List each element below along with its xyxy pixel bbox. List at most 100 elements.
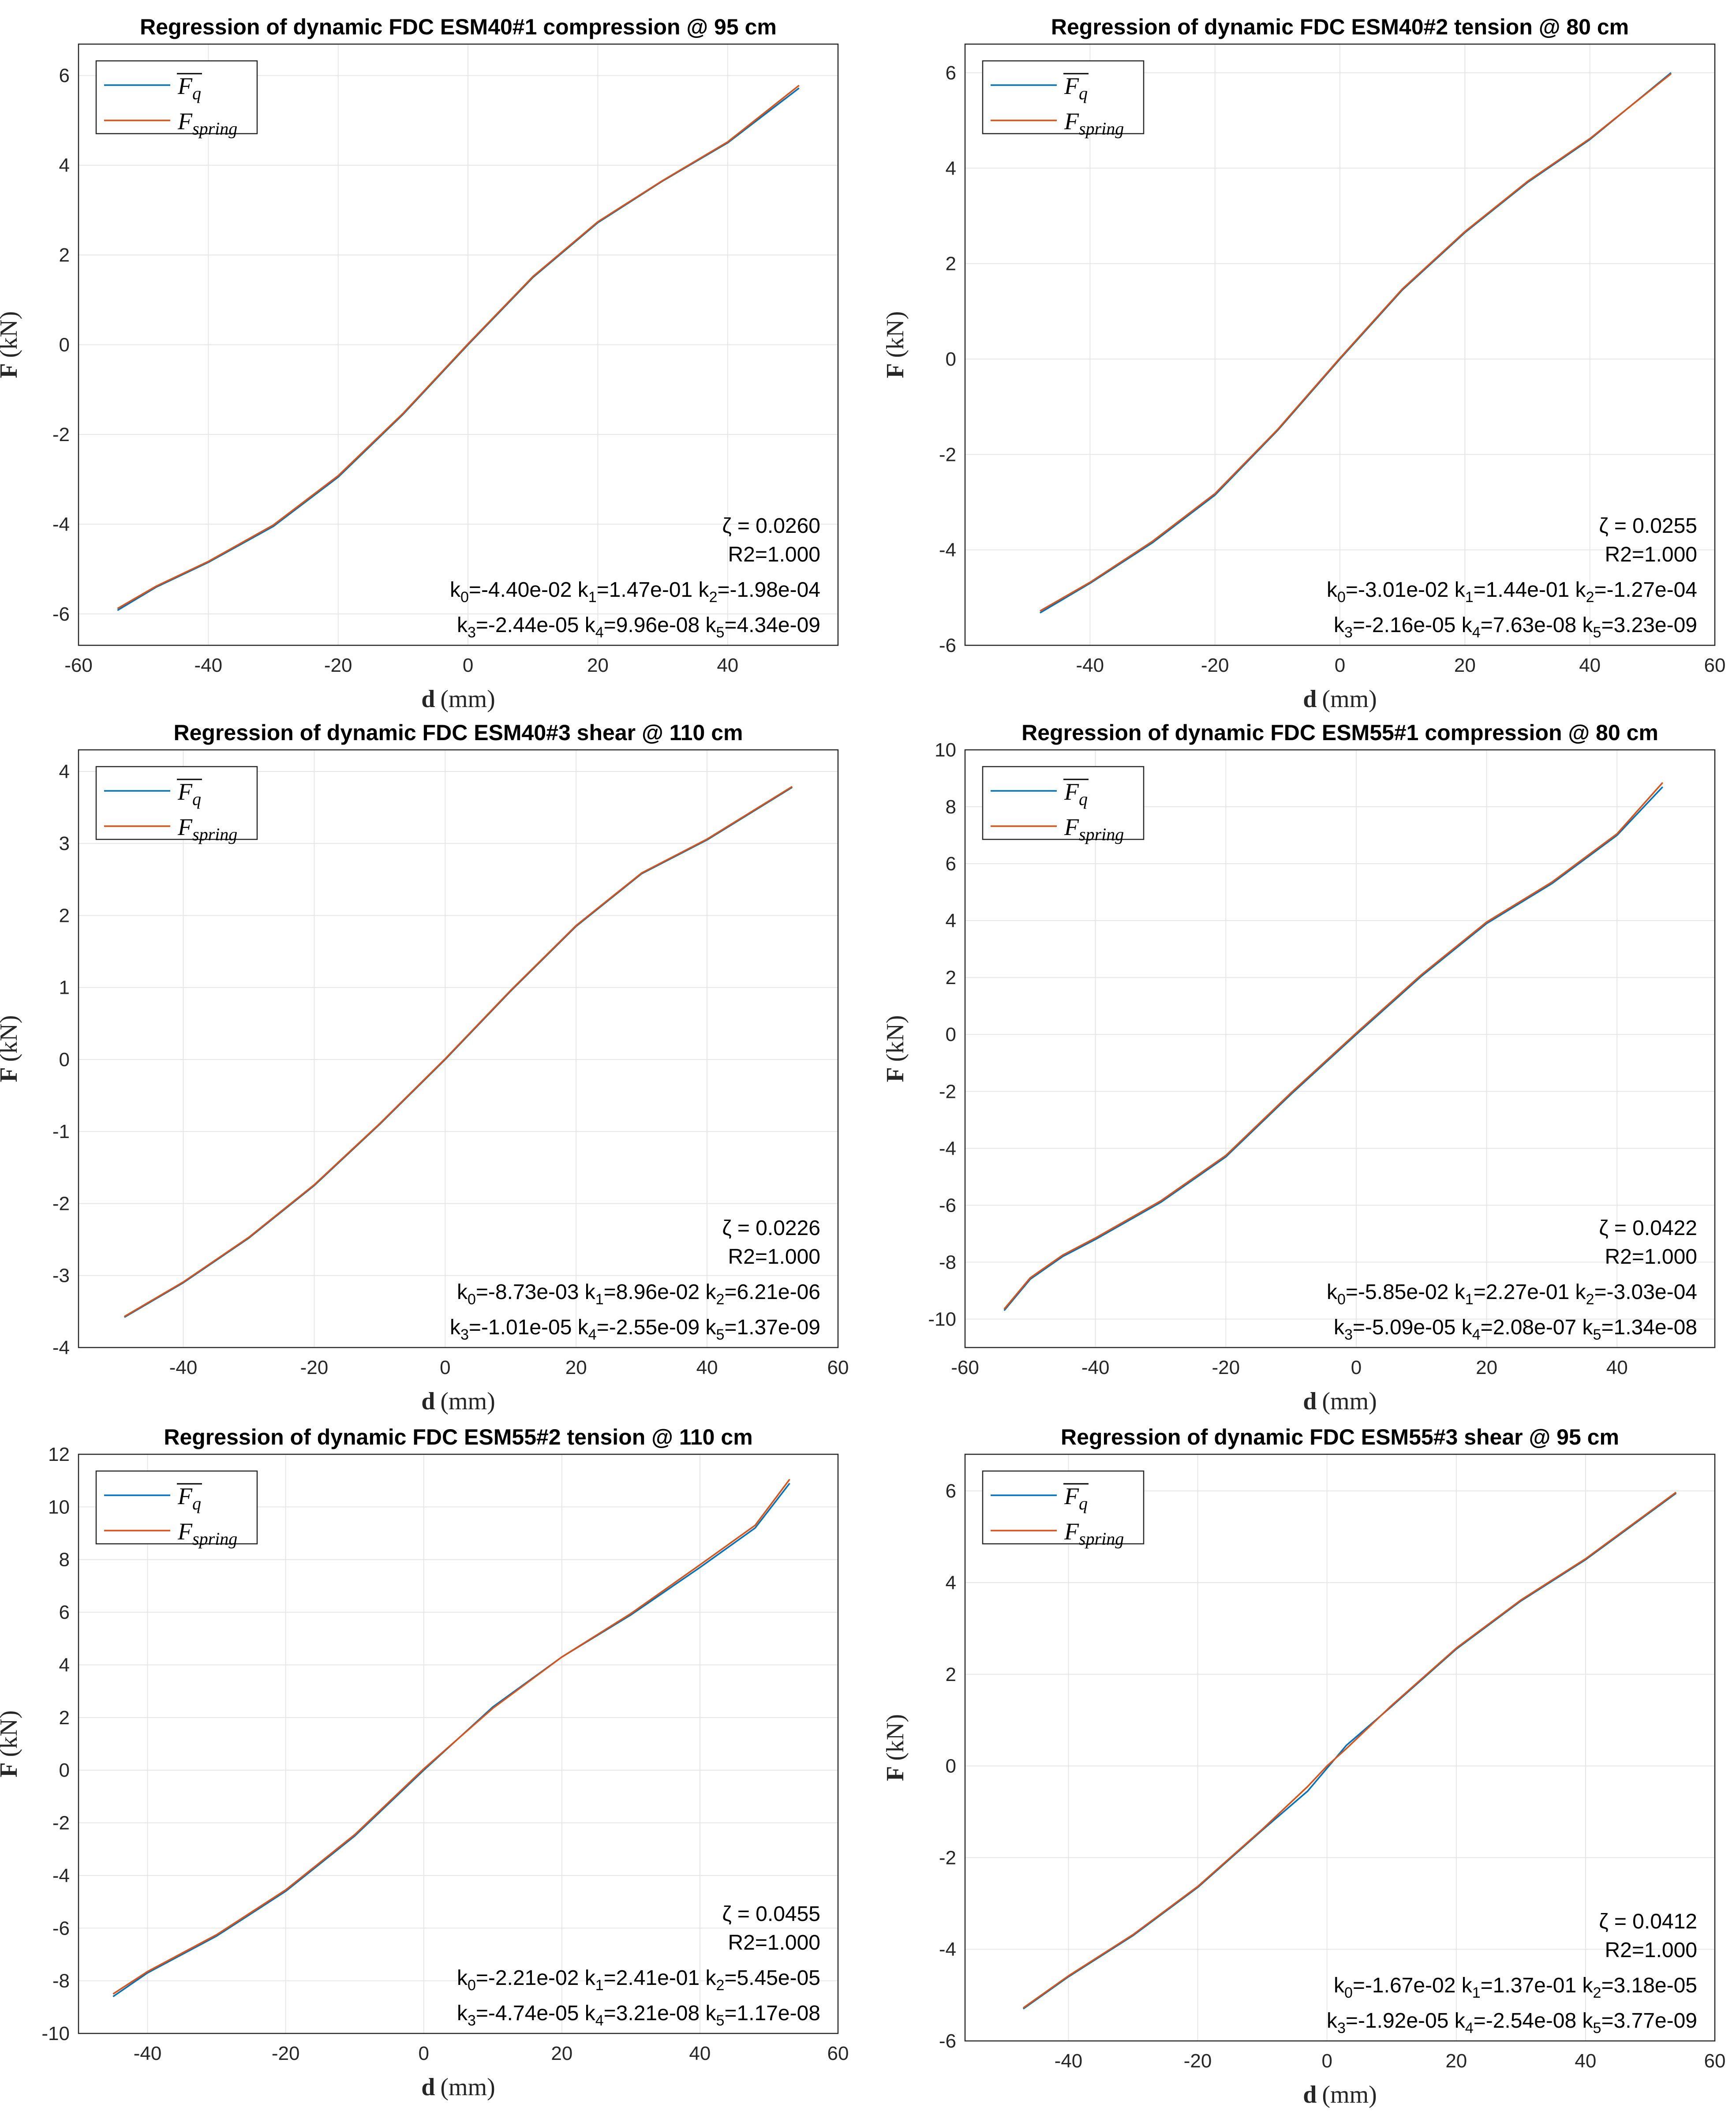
y-tick-label: -2 <box>52 1193 70 1214</box>
coef-equals: = <box>1346 578 1358 602</box>
y-axis-label: F (kN) <box>882 311 909 378</box>
coefficient-line-2: k3=-5.09e-05 k4=2.08e-07 k5=1.34e-08 <box>1334 1316 1697 1343</box>
series-line-fspring <box>117 85 800 610</box>
coefficient-line-1: k0=-2.21e-02 k1=2.41e-01 k2=5.45e-05 <box>457 1966 820 1994</box>
coef-value: 2.08e-07 <box>1493 1316 1577 1339</box>
coef-index: 3 <box>468 624 476 641</box>
coef-value: -4.74e-05 <box>488 2002 579 2025</box>
coef-equals: = <box>1346 2009 1358 2033</box>
coef-index: 0 <box>468 1977 476 1994</box>
coef-index: 3 <box>1344 1326 1353 1343</box>
legend-label-subscript: q <box>192 789 201 809</box>
coefficient-line-1: k0=-1.67e-02 k1=1.37e-01 k2=3.18e-05 <box>1334 1974 1697 2001</box>
legend-label: Fq <box>1064 779 1088 809</box>
coefficient-line-1: k0=-5.85e-02 k1=2.27e-01 k2=-3.03e-04 <box>1327 1280 1697 1308</box>
coef-equals: = <box>1474 2009 1486 2033</box>
x-axis-label: d (mm) <box>421 685 495 713</box>
legend-label: Fq <box>177 73 201 103</box>
coef-name: k <box>700 1316 716 1339</box>
x-axis-label-symbol: d <box>421 1388 435 1415</box>
x-tick-label: -20 <box>1212 1357 1240 1378</box>
coef-value: 1.37e-01 <box>1493 1974 1577 1997</box>
y-tick-label: 10 <box>935 739 956 761</box>
coef-name: k <box>1334 1974 1345 1997</box>
zeta-annotation: ζ = 0.0412 <box>1599 1910 1697 1933</box>
x-axis-label-unit: (mm) <box>1322 685 1377 713</box>
y-tick-label: 2 <box>59 905 70 926</box>
coef-value: -8.73e-03 <box>488 1280 579 1304</box>
coef-value: -2.44e-05 <box>488 614 579 637</box>
y-axis-label-symbol: F <box>882 1067 909 1082</box>
y-tick-label: 8 <box>59 1549 70 1571</box>
x-axis-label-symbol: d <box>1303 1388 1317 1415</box>
x-tick-label: 0 <box>1321 2050 1332 2072</box>
r2-annotation: R2=1.000 <box>1605 1939 1697 1962</box>
axes-frame <box>78 1453 839 2034</box>
y-tick-label: 4 <box>946 910 956 932</box>
y-tick-label: -10 <box>41 2023 70 2044</box>
coef-equals: = <box>476 2002 488 2025</box>
coef-index: 3 <box>460 1326 469 1343</box>
coef-value: -3.03e-04 <box>1607 1280 1697 1304</box>
zeta-annotation: ζ = 0.0255 <box>1599 514 1697 538</box>
zeta-annotation: ζ = 0.0455 <box>722 1902 820 1926</box>
coef-name: k <box>1576 2009 1593 2033</box>
coef-name: k <box>1455 614 1472 637</box>
coef-value: -1.67e-02 <box>1365 1974 1455 1997</box>
y-tick-label: -4 <box>939 1939 956 1960</box>
coef-name: k <box>579 2002 595 2025</box>
legend-label: Fspring <box>1064 1518 1124 1549</box>
legend-label: Fspring <box>177 1518 237 1549</box>
coef-equals: = <box>1474 1280 1486 1304</box>
chart-title: Regression of dynamic FDC ESM40#3 shear … <box>174 720 743 745</box>
plot-area <box>79 750 838 1348</box>
y-tick-label: 4 <box>59 155 70 176</box>
coef-name: k <box>457 1966 468 1990</box>
legend-label-subscript: spring <box>192 1529 237 1549</box>
legend-label: Fspring <box>177 814 237 844</box>
y-tick-label: 1 <box>59 977 70 999</box>
y-tick-label: 12 <box>48 1444 70 1465</box>
x-tick-label: 40 <box>1575 2050 1596 2072</box>
y-axis-label-unit: (kN) <box>0 311 22 358</box>
legend-label-subscript: q <box>192 1494 201 1513</box>
y-tick-label: -4 <box>939 539 956 561</box>
x-axis-label-symbol: d <box>1303 685 1317 713</box>
coef-index: 2 <box>1586 1291 1594 1308</box>
coef-equals: = <box>469 1316 481 1339</box>
legend-label-subscript: spring <box>192 119 237 139</box>
chart-5: -40 -20 0 20 40 60-10-8-6-4-2024681012Regress… <box>0 1425 849 2101</box>
y-axis-label-unit: (kN) <box>882 311 909 358</box>
r2-annotation: R2=1.000 <box>728 1245 820 1269</box>
y-tick-label: -6 <box>939 635 956 656</box>
coefficient-line-2: k3=-1.01e-05 k4=-2.55e-09 k5=1.37e-09 <box>450 1316 820 1343</box>
coef-index: 4 <box>1465 2020 1474 2037</box>
x-tick-label: -60 <box>951 1357 979 1378</box>
y-tick-label: 2 <box>59 244 70 266</box>
coef-name: k <box>700 2002 716 2025</box>
y-axis-label-symbol: F <box>0 363 22 378</box>
coef-value: -1.98e-04 <box>730 578 820 602</box>
series-line-fspring <box>1022 1491 1677 2009</box>
x-tick-label: 0 <box>1335 655 1345 676</box>
coef-index: 5 <box>1593 624 1601 641</box>
coef-equals: = <box>604 614 616 637</box>
legend-label-base: F <box>177 1518 193 1545</box>
coef-name: k <box>1448 2009 1465 2033</box>
y-tick-label: 2 <box>59 1707 70 1729</box>
coef-index: 2 <box>709 589 718 606</box>
coef-index: 5 <box>716 624 725 641</box>
coef-name: k <box>579 614 595 637</box>
coef-equals: = <box>1601 2009 1613 2033</box>
y-tick-label: -6 <box>939 1194 956 1216</box>
x-tick-label: -20 <box>1184 2050 1212 2072</box>
coef-value: -5.09e-05 <box>1365 1316 1455 1339</box>
y-tick-label: 10 <box>48 1496 70 1518</box>
coef-equals: = <box>1481 614 1493 637</box>
coef-value: -4.40e-02 <box>481 578 572 602</box>
y-tick-label: 3 <box>59 833 70 854</box>
x-tick-label: 20 <box>551 2043 572 2064</box>
coef-name: k <box>1455 1316 1472 1339</box>
x-axis-label: d (mm) <box>1303 685 1377 713</box>
